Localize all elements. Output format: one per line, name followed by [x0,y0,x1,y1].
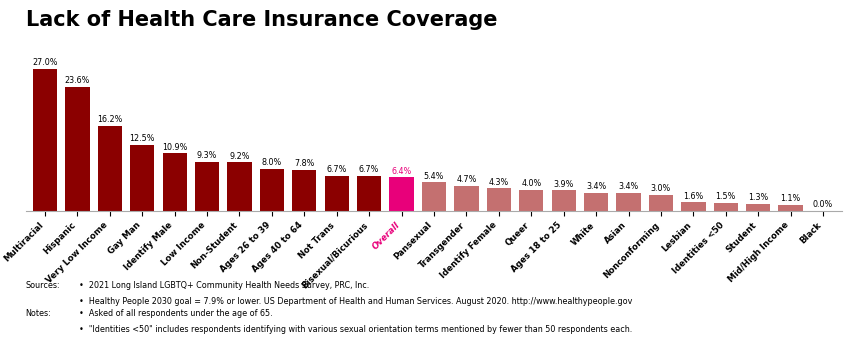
Text: 0.0%: 0.0% [813,200,833,209]
Text: •  2021 Long Island LGBTQ+ Community Health Needs Survey, PRC, Inc.: • 2021 Long Island LGBTQ+ Community Heal… [79,280,369,289]
Bar [324,175,349,211]
Bar [195,162,220,211]
Bar [746,204,770,211]
Text: 1.5%: 1.5% [716,192,736,201]
Bar [487,188,511,211]
Text: •  Asked of all respondents under the age of 65.: • Asked of all respondents under the age… [79,309,273,318]
Text: 5.4%: 5.4% [424,172,444,181]
Text: 1.1%: 1.1% [780,194,801,203]
Bar [292,170,317,211]
Text: •  Healthy People 2030 goal = 7.9% or lower. US Department of Health and Human S: • Healthy People 2030 goal = 7.9% or low… [79,298,632,306]
Text: 4.3%: 4.3% [488,177,509,187]
Bar [648,195,673,211]
Text: Sources:: Sources: [26,280,60,289]
Text: 1.3%: 1.3% [748,193,768,202]
Text: •  "Identities <50" includes respondents identifying with various sexual orienta: • "Identities <50" includes respondents … [79,325,632,334]
Text: 6.7%: 6.7% [359,165,380,174]
Text: 9.2%: 9.2% [229,152,249,161]
Bar [98,125,122,211]
Text: 4.0%: 4.0% [521,179,541,188]
Bar [33,69,57,211]
Text: 27.0%: 27.0% [32,58,58,67]
Text: 3.0%: 3.0% [651,184,671,193]
Text: 16.2%: 16.2% [97,115,123,124]
Text: 4.7%: 4.7% [456,175,477,185]
Text: 10.9%: 10.9% [162,143,187,152]
Text: 6.7%: 6.7% [327,165,347,174]
Text: 3.4%: 3.4% [586,182,606,191]
Bar [66,87,89,211]
Bar [163,153,187,211]
Bar [551,190,576,211]
Text: 3.9%: 3.9% [553,180,574,189]
Text: 7.8%: 7.8% [294,159,315,168]
Bar [779,205,802,211]
Bar [584,193,608,211]
Bar [130,145,154,211]
Bar [260,169,284,211]
Text: Lack of Health Care Insurance Coverage: Lack of Health Care Insurance Coverage [26,10,497,30]
Bar [681,202,705,211]
Text: 23.6%: 23.6% [65,76,90,85]
Text: 6.4%: 6.4% [391,167,412,175]
Bar [714,203,738,211]
Bar [390,177,414,211]
Text: 12.5%: 12.5% [129,134,155,143]
Text: Notes:: Notes: [26,309,51,318]
Text: 3.4%: 3.4% [619,182,638,191]
Bar [454,186,478,211]
Bar [519,190,544,211]
Text: 8.0%: 8.0% [262,158,282,167]
Text: 1.6%: 1.6% [683,192,704,201]
Bar [357,175,381,211]
Bar [227,163,252,211]
Bar [422,182,446,211]
Text: 9.3%: 9.3% [197,151,217,160]
Bar [616,193,641,211]
